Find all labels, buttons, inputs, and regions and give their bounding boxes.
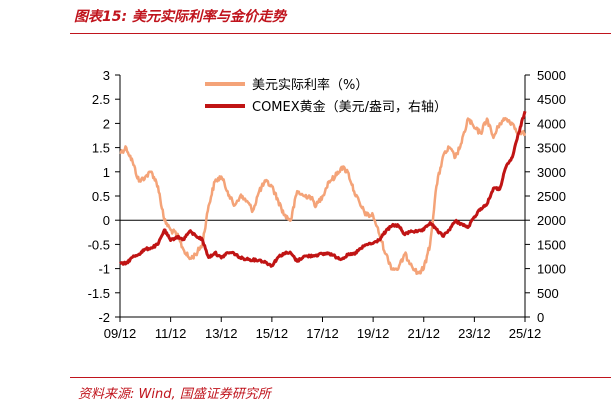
bottom-rule <box>70 377 611 378</box>
right-tick-label: 2000 <box>537 213 566 228</box>
x-tick-label: 15/12 <box>256 326 289 341</box>
left-tick-label: 2 <box>103 116 110 131</box>
right-tick-label: 3000 <box>537 165 566 180</box>
x-tick-label: 25/12 <box>509 326 542 341</box>
top-rule <box>70 33 611 34</box>
chart: 32.521.510.50-0.5-1-1.5-2500045004000350… <box>88 68 566 341</box>
right-tick-label: 4000 <box>537 116 566 131</box>
x-tick-label: 13/12 <box>205 326 238 341</box>
right-tick-label: 3500 <box>537 141 566 156</box>
left-tick-label: 2.5 <box>92 92 110 107</box>
legend-label: 美元实际利率（%） <box>252 77 368 93</box>
left-tick-label: 0 <box>103 213 110 228</box>
series-line-real-rate <box>119 116 527 276</box>
series-line-gold <box>119 110 527 268</box>
legend: 美元实际利率（%） COMEX黄金（美元/盎司，右轴） <box>205 77 447 115</box>
figure-title: 图表15: 美元实际利率与金价走势 <box>74 9 286 25</box>
left-tick-label: 0.5 <box>92 189 110 204</box>
right-tick-label: 500 <box>537 286 559 301</box>
right-tick-label: 1500 <box>537 237 566 252</box>
x-tick-label: 09/12 <box>104 326 137 341</box>
right-tick-label: 2500 <box>537 189 566 204</box>
left-tick-label: -0.5 <box>88 237 110 252</box>
axes: 32.521.510.50-0.5-1-1.5-2500045004000350… <box>88 68 566 341</box>
left-tick-label: 3 <box>103 68 110 83</box>
right-tick-label: 5000 <box>537 68 566 83</box>
right-tick-label: 1000 <box>537 262 566 277</box>
x-tick-label: 23/12 <box>458 326 491 341</box>
left-tick-label: -2 <box>98 310 110 325</box>
x-tick-label: 11/12 <box>155 326 187 341</box>
right-tick-label: 0 <box>537 310 544 325</box>
left-tick-label: -1.5 <box>88 286 110 301</box>
x-tick-label: 19/12 <box>357 326 390 341</box>
left-tick-label: 1 <box>103 165 110 180</box>
x-tick-label: 17/12 <box>306 326 339 341</box>
x-tick-label: 21/12 <box>407 326 440 341</box>
left-tick-label: -1 <box>98 262 110 277</box>
figure-source: 资料来源: Wind, 国盛证券研究所 <box>78 387 271 402</box>
right-tick-label: 4500 <box>537 92 566 107</box>
legend-label: COMEX黄金（美元/盎司，右轴） <box>252 99 447 115</box>
series-layer <box>119 110 527 276</box>
left-tick-label: 1.5 <box>92 141 110 156</box>
